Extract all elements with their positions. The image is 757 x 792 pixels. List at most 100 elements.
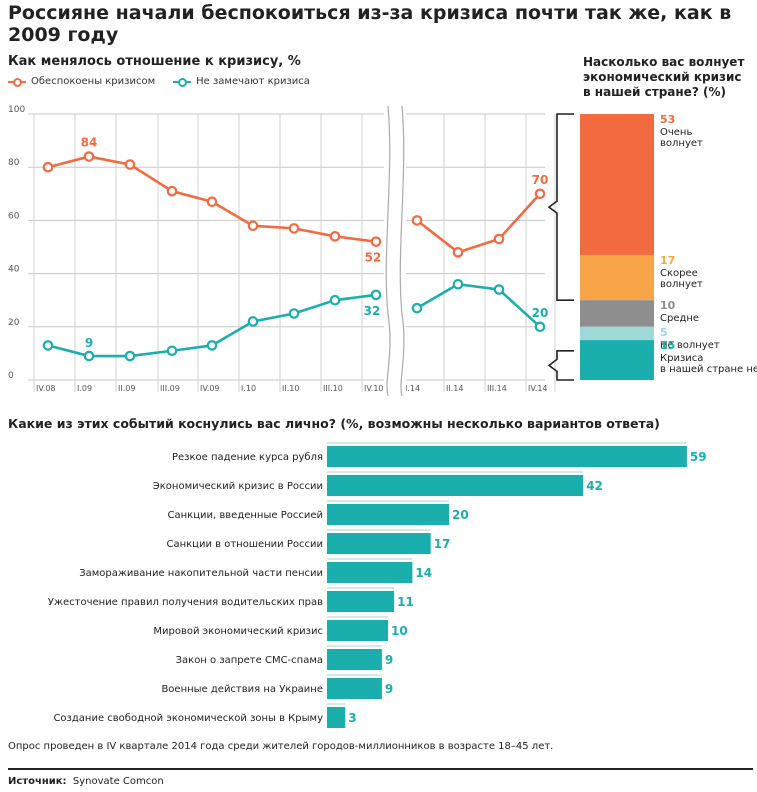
data-point-not-noticing — [370, 289, 382, 301]
bar — [327, 591, 395, 612]
data-point-not-noticing — [42, 340, 54, 351]
y-tick-label: 80 — [8, 158, 20, 168]
page-title: Россияне начали беспокоиться из-за кризи… — [8, 2, 732, 46]
data-point-worried — [288, 223, 300, 234]
stack-label-line: Скорее — [660, 268, 698, 279]
break-line-right — [399, 105, 405, 397]
stack-label-line: волнует — [660, 279, 703, 290]
bar — [327, 649, 382, 670]
y-tick-label: 20 — [8, 318, 20, 328]
stack-label-very: Очень волнует — [660, 127, 703, 149]
bar-category-label: Резкое падение курса рубля — [172, 452, 323, 463]
data-point-not-noticing — [247, 316, 259, 327]
data-point-worried — [124, 159, 136, 170]
stack-segment-very — [580, 114, 654, 255]
data-point-not-noticing — [411, 302, 423, 314]
stack-segment-medium — [580, 300, 654, 327]
data-point-not-noticing — [452, 278, 464, 290]
bar-value-label: 14 — [415, 566, 432, 580]
bar-chart-title: Какие из этих событий коснулись вас личн… — [8, 416, 660, 431]
series-line-worried-2014 — [416, 192, 541, 254]
stack-label-line: Средне — [660, 313, 699, 324]
line-chart-legend: Обеспокоены кризисом Не замечают кризиса — [8, 76, 310, 87]
source-label: Источник: — [8, 776, 67, 787]
x-tick-label: IV.09 — [200, 384, 220, 393]
x-tick-label: IV.08 — [36, 384, 56, 393]
bar-category-label: Санкции, введенные Россией — [168, 510, 323, 521]
survey-note: Опрос проведен в IV квартале 2014 года с… — [8, 741, 554, 752]
y-tick-label: 0 — [8, 371, 14, 381]
bar-category-label: Мировой экономический кризис — [153, 626, 323, 637]
stack-label-medium: Средне — [660, 313, 699, 324]
braces — [547, 113, 574, 381]
x-tick-label: II.09 — [118, 384, 135, 393]
bar-value-label: 11 — [397, 595, 414, 609]
data-point-not-noticing — [83, 350, 95, 362]
stacked-chart-title: Насколько вас волнует экономический криз… — [583, 55, 745, 99]
line-chart: 100 80 60 40 20 0 IV.08 I.09 II.09 III.09 IV.09 I.1… — [8, 105, 757, 397]
stack-label-line: Очень — [660, 127, 692, 138]
line-chart-title: Как менялось отношение к кризису, % — [8, 54, 301, 69]
data-point-worried — [411, 215, 423, 226]
bar — [327, 504, 449, 525]
data-point-worried — [247, 220, 259, 232]
bar-value-label: 9 — [385, 682, 393, 696]
bar-category-label: Военные действия на Украине — [161, 684, 323, 695]
bar — [327, 475, 584, 496]
data-point-not-noticing — [329, 294, 341, 306]
legend-label-worried: Обеспокоены кризисом — [31, 76, 156, 87]
y-tick-label: 60 — [8, 211, 20, 221]
bar-value-label: 42 — [586, 479, 603, 493]
data-point-not-noticing — [206, 340, 218, 351]
stack-segment-not — [580, 326, 654, 341]
stack-value-no-crisis: 15 — [660, 339, 675, 352]
stack-segment-rather — [580, 254, 654, 301]
bar — [327, 620, 388, 641]
bar-value-label: 3 — [348, 711, 356, 725]
data-point-worried — [370, 236, 382, 247]
bar-value-label: 10 — [391, 624, 408, 638]
x-tick-label: I.09 — [77, 384, 92, 393]
brace-worried — [547, 113, 574, 301]
data-label-worried: 52 — [365, 251, 382, 265]
stack-label-rather: Скорее волнует — [660, 268, 703, 290]
stack-label-line: Кризиса — [660, 353, 703, 364]
stack-value-medium: 10 — [660, 299, 676, 312]
bar — [327, 678, 382, 699]
x-tick-label: II.14 — [446, 384, 463, 393]
bar-category-label: Создание свободной экономической зоны в … — [53, 713, 323, 724]
y-tick-label: 100 — [8, 105, 25, 115]
bar — [327, 707, 346, 728]
legend-item-not-noticing: Не замечают кризиса — [173, 76, 310, 87]
bar — [327, 562, 413, 583]
x-tick-label: III.14 — [487, 384, 507, 393]
data-point-worried — [534, 188, 546, 200]
bar-category-label: Санкции в отношении России — [166, 539, 323, 550]
stack-segment-no-crisis — [580, 340, 654, 380]
bar-category-label: Замораживание накопительной части пенсии — [79, 568, 323, 579]
data-label-worried: 70 — [532, 173, 549, 187]
break-line-left — [385, 105, 391, 397]
data-point-not-noticing — [288, 308, 300, 319]
bar-category-label: Закон о запрете СМС-спама — [176, 655, 323, 666]
bar-category-label: Экономический кризис в России — [153, 481, 323, 492]
legend-label-not-noticing: Не замечают кризиса — [196, 76, 310, 87]
stack-label-line: в нашей стране нет — [660, 364, 757, 375]
x-tick-label: III.09 — [160, 384, 180, 393]
stack-label-line: Не волнует — [660, 340, 720, 351]
data-point-worried — [83, 151, 95, 162]
axis-break — [384, 105, 406, 397]
stack-value-rather: 17 — [660, 254, 675, 267]
source-line: Источник: Synovate Comcon — [8, 776, 164, 787]
series-line-not-noticing-2014 — [416, 282, 541, 328]
stack-label-no-crisis: Кризиса в нашей стране нет — [660, 353, 757, 375]
source-name: Synovate Comcon — [72, 776, 164, 787]
data-point-not-noticing — [166, 345, 178, 357]
legend-item-worried: Обеспокоены кризисом — [8, 76, 155, 87]
bar-value-label: 17 — [434, 537, 451, 551]
bar-value-label: 20 — [452, 508, 469, 522]
stack-value-very: 53 — [660, 113, 675, 126]
data-label-not-noticing: 9 — [85, 336, 93, 350]
legend-marker-orange — [8, 77, 26, 87]
stack-label-line: волнует — [660, 138, 703, 149]
